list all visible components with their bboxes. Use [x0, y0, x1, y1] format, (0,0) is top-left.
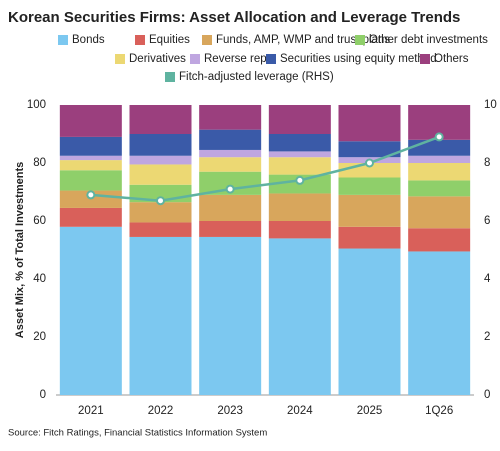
bar-segment: [338, 248, 401, 395]
legend-label: Derivatives: [129, 53, 186, 65]
x-tick-label: 2025: [357, 405, 383, 417]
y-axis-title: Asset Mix, % of Total Investments: [14, 162, 26, 338]
legend-label: Securities using equity method: [280, 53, 437, 65]
bar-segment: [129, 155, 192, 165]
legend-swatch: [420, 54, 430, 64]
y-tick-label: 60: [33, 215, 46, 227]
x-tick-label: 2023: [217, 405, 243, 417]
leverage-point: [295, 175, 305, 185]
leverage-point: [365, 158, 374, 168]
bar-segment: [59, 105, 122, 137]
legend-label: Bonds: [72, 34, 105, 46]
bar-segment: [408, 139, 471, 156]
legend-swatch: [202, 35, 212, 45]
x-tick-label: 2024: [287, 405, 313, 417]
y2-tick-label: 10: [484, 99, 497, 111]
bar-segment: [338, 105, 401, 142]
leverage-point: [225, 184, 235, 194]
bar-segment: [338, 177, 401, 195]
bar-segment: [59, 226, 122, 395]
x-tick-label: 2021: [78, 405, 104, 417]
legend-label: Fitch-adjusted leverage (RHS): [179, 71, 334, 83]
leverage-point: [156, 196, 165, 206]
bar-segment: [199, 149, 262, 158]
legend-swatch: [58, 35, 68, 45]
bar-segment: [408, 196, 471, 229]
y2-tick-label: 0: [484, 389, 490, 401]
bar-segment: [268, 221, 331, 239]
bar-segment: [129, 164, 192, 185]
bar-segment: [408, 180, 471, 197]
legend-swatch: [355, 35, 365, 45]
bar-segment: [408, 163, 471, 181]
y-tick-label: 20: [33, 331, 46, 343]
bar-segment: [59, 207, 122, 227]
y-tick-label: 40: [33, 273, 46, 285]
bar-segment: [129, 236, 192, 395]
legend-label: Others: [434, 53, 469, 65]
leverage-point: [434, 132, 444, 142]
bar-segment: [268, 105, 331, 134]
bar-segment: [129, 105, 192, 134]
bar-segment: [338, 194, 401, 227]
chart-title: Korean Securities Firms: Asset Allocatio…: [8, 9, 460, 26]
legend-swatch: [165, 72, 175, 82]
bar-segment: [59, 170, 122, 191]
bar-segment: [199, 221, 262, 237]
bar-segment: [129, 222, 192, 237]
legend-swatch: [190, 54, 200, 64]
bar-segment: [268, 157, 331, 175]
legend-label: Equities: [149, 34, 190, 46]
x-tick-label: 2022: [148, 405, 174, 417]
bar-segment: [129, 202, 192, 223]
bar-segment: [129, 134, 192, 156]
y2-tick-label: 6: [484, 215, 490, 227]
bar-segment: [408, 155, 471, 163]
legend-label: Reverse repo: [204, 53, 273, 65]
leverage-line: [90, 135, 440, 202]
y2-tick-label: 4: [484, 273, 491, 285]
bar-segment: [338, 141, 401, 158]
y2-tick-label: 8: [484, 157, 490, 169]
bar-segment: [199, 171, 262, 195]
legend-label: Other debt investments: [369, 34, 488, 46]
y-tick-label: 100: [27, 99, 46, 111]
bar-segment: [59, 136, 122, 156]
bar-segment: [408, 228, 471, 252]
bar-segment: [59, 160, 122, 171]
bar-segment: [408, 251, 471, 395]
source: Source: Fitch Ratings, Financial Statist…: [8, 428, 267, 439]
y2-tick-label: 2: [484, 331, 490, 343]
legend-swatch: [266, 54, 276, 64]
bar-segment: [268, 134, 331, 152]
bar-segment: [268, 238, 331, 395]
bar-segment: [199, 194, 262, 221]
legend-label: Funds, AMP, WMP and trust plans: [216, 34, 390, 46]
bar-segment: [199, 105, 262, 130]
bar-segment: [268, 151, 331, 158]
bar-segment: [338, 226, 401, 249]
y-tick-label: 80: [33, 157, 46, 169]
bar-segment: [199, 129, 262, 150]
bar-segment: [199, 157, 262, 172]
y-tick-label: 0: [40, 389, 46, 401]
bar-segment: [59, 155, 122, 161]
leverage-point: [86, 190, 96, 200]
legend-swatch: [115, 54, 125, 64]
x-tick-label: 1Q26: [425, 405, 453, 417]
bar-segment: [268, 193, 331, 221]
legend-swatch: [135, 35, 145, 45]
bar-segment: [199, 236, 262, 395]
